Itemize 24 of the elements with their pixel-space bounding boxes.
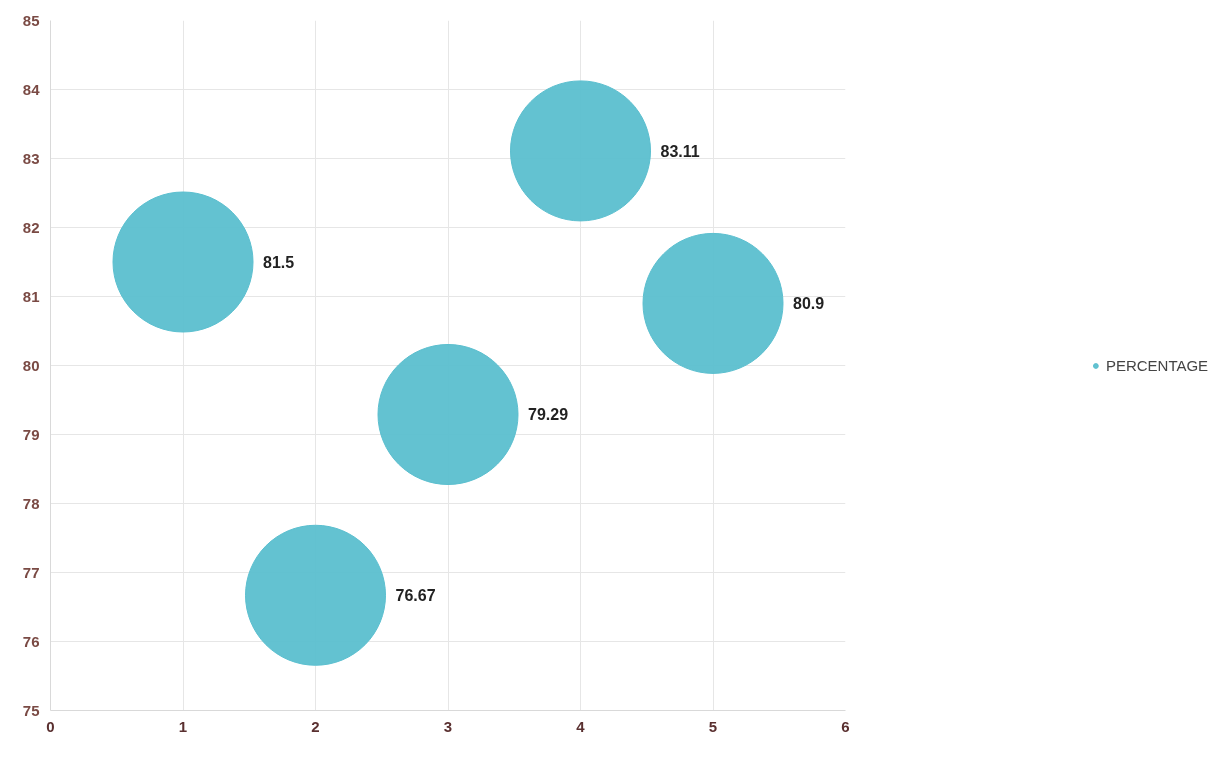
x-tick-label: 2 [311, 717, 320, 735]
x-tick-label: 6 [841, 717, 850, 735]
y-tick-label: 75 [22, 701, 40, 719]
data-label: 80.9 [793, 295, 825, 313]
y-tick-label: 84 [22, 80, 41, 98]
x-tick-label: 5 [708, 717, 718, 735]
legend-label: PERCENTAGE [1105, 356, 1209, 374]
y-tick-label: 85 [22, 11, 40, 29]
y-tick-label: 83 [22, 149, 40, 167]
y-tick-label: 78 [22, 494, 40, 512]
data-label: 76.67 [395, 587, 436, 605]
data-label: 79.29 [528, 406, 569, 424]
y-tick-label: 82 [22, 218, 40, 236]
x-tick-label: 0 [46, 717, 55, 735]
y-tick-label: 81 [22, 287, 40, 305]
x-tick-label: 3 [443, 717, 453, 735]
x-tick-label: 4 [576, 717, 586, 735]
data-label: 81.5 [263, 254, 295, 271]
y-tick-label: 79 [22, 425, 40, 443]
y-tick-label: 76 [22, 632, 40, 650]
data-label: 83.11 [660, 142, 700, 160]
x-tick-label: 1 [178, 717, 188, 735]
y-tick-label: 80 [22, 356, 40, 374]
y-tick-label: 77 [22, 563, 40, 581]
